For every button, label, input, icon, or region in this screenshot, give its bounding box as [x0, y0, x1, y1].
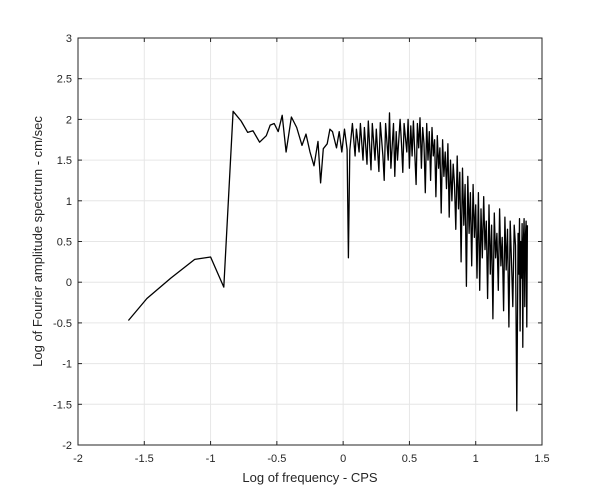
- x-tick-label: 0.5: [402, 453, 417, 465]
- series-line: [127, 110, 529, 412]
- ticks: -2 -1.5 -1 -0.5 0 0.5 1 1.5 -2 -1.5 -1 -0.5 0 0.5 1 1.5…: [53, 33, 550, 465]
- x-tick-label: -1.5: [135, 453, 154, 465]
- x-tick-label: 1: [473, 453, 479, 465]
- series-layer: [127, 110, 529, 412]
- y-tick-label: -2: [62, 440, 72, 452]
- x-axis-label: Log of frequency - CPS: [242, 470, 377, 485]
- x-tick-label: -1: [206, 453, 216, 465]
- x-tick-label: 0: [340, 453, 346, 465]
- y-tick-label: 0.5: [57, 237, 72, 249]
- y-axis-label: Log of Fourier amplitude spectrum - cm/s…: [30, 116, 45, 367]
- x-tick-label: -2: [73, 453, 83, 465]
- x-tick-label: -0.5: [267, 453, 286, 465]
- y-tick-label: 2: [66, 114, 72, 126]
- y-tick-label: 1.5: [57, 155, 72, 167]
- y-tick-label: 0: [66, 277, 72, 289]
- y-tick-label: 3: [66, 33, 72, 45]
- y-tick-label: 1: [66, 196, 72, 208]
- y-tick-label: -0.5: [53, 318, 72, 330]
- x-tick-label: 1.5: [534, 453, 549, 465]
- y-tick-label: -1: [62, 359, 72, 371]
- y-tick-label: 2.5: [57, 74, 72, 86]
- y-tick-label: -1.5: [53, 399, 72, 411]
